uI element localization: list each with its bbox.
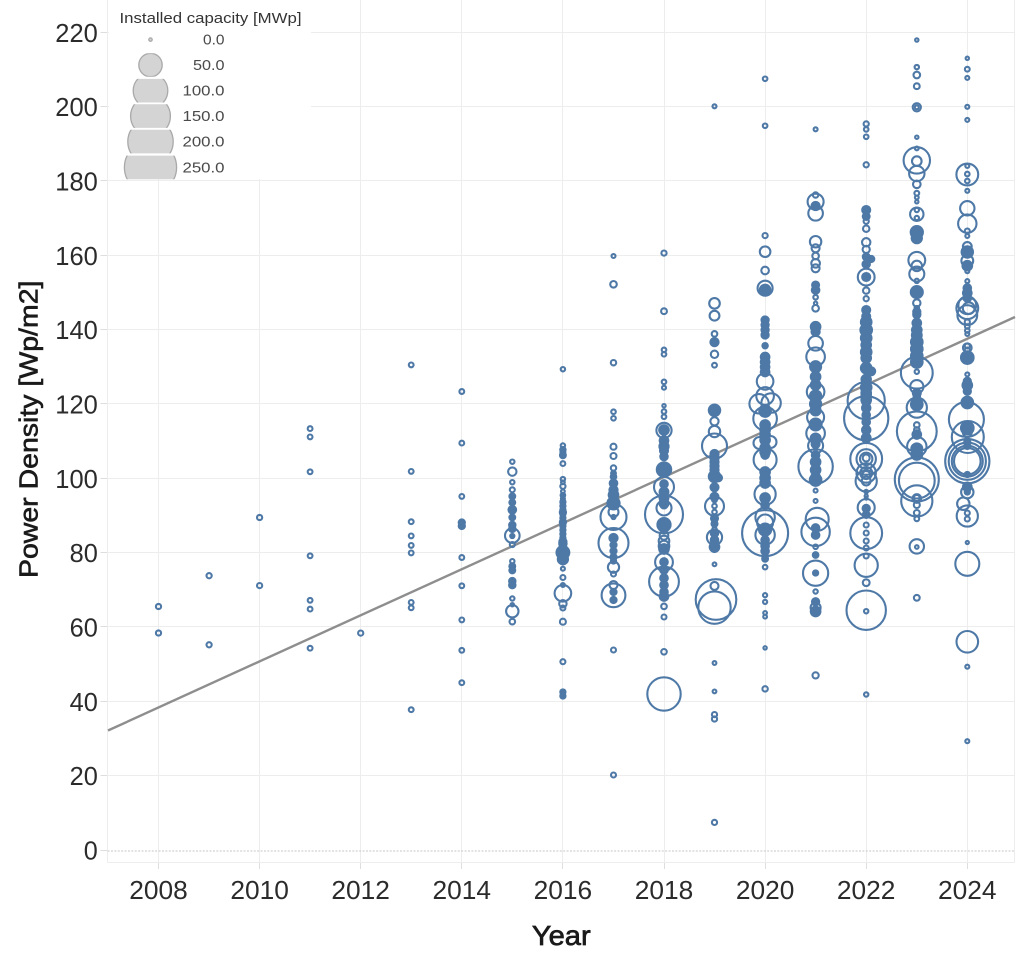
svg-text:180: 180 <box>55 166 98 196</box>
svg-text:50.0: 50.0 <box>193 57 225 74</box>
svg-text:2012: 2012 <box>331 875 390 905</box>
svg-text:20: 20 <box>70 761 98 791</box>
svg-text:2020: 2020 <box>736 875 795 905</box>
svg-text:220: 220 <box>55 18 98 48</box>
svg-text:100.0: 100.0 <box>183 83 225 100</box>
svg-text:2008: 2008 <box>129 875 188 905</box>
svg-text:2022: 2022 <box>837 875 896 905</box>
svg-text:2014: 2014 <box>433 875 492 905</box>
svg-text:0.0: 0.0 <box>203 32 225 49</box>
svg-text:160: 160 <box>55 241 98 271</box>
svg-text:Year: Year <box>532 920 591 951</box>
svg-text:80: 80 <box>70 538 98 568</box>
svg-text:150.0: 150.0 <box>183 108 225 125</box>
svg-text:120: 120 <box>55 390 98 420</box>
svg-text:Power Density [Wp/m2]: Power Density [Wp/m2] <box>14 281 44 579</box>
svg-text:40: 40 <box>70 687 98 717</box>
svg-text:200.0: 200.0 <box>183 134 225 151</box>
svg-text:200: 200 <box>55 92 98 122</box>
svg-text:2018: 2018 <box>635 875 694 905</box>
svg-text:250.0: 250.0 <box>183 159 225 176</box>
svg-text:140: 140 <box>55 315 98 345</box>
svg-text:Installed capacity [MWp]: Installed capacity [MWp] <box>120 11 302 27</box>
svg-text:2016: 2016 <box>534 875 593 905</box>
svg-text:100: 100 <box>55 464 98 494</box>
svg-text:0: 0 <box>84 836 98 866</box>
svg-text:2024: 2024 <box>938 875 997 905</box>
svg-text:60: 60 <box>70 613 98 643</box>
svg-text:2010: 2010 <box>230 875 289 905</box>
